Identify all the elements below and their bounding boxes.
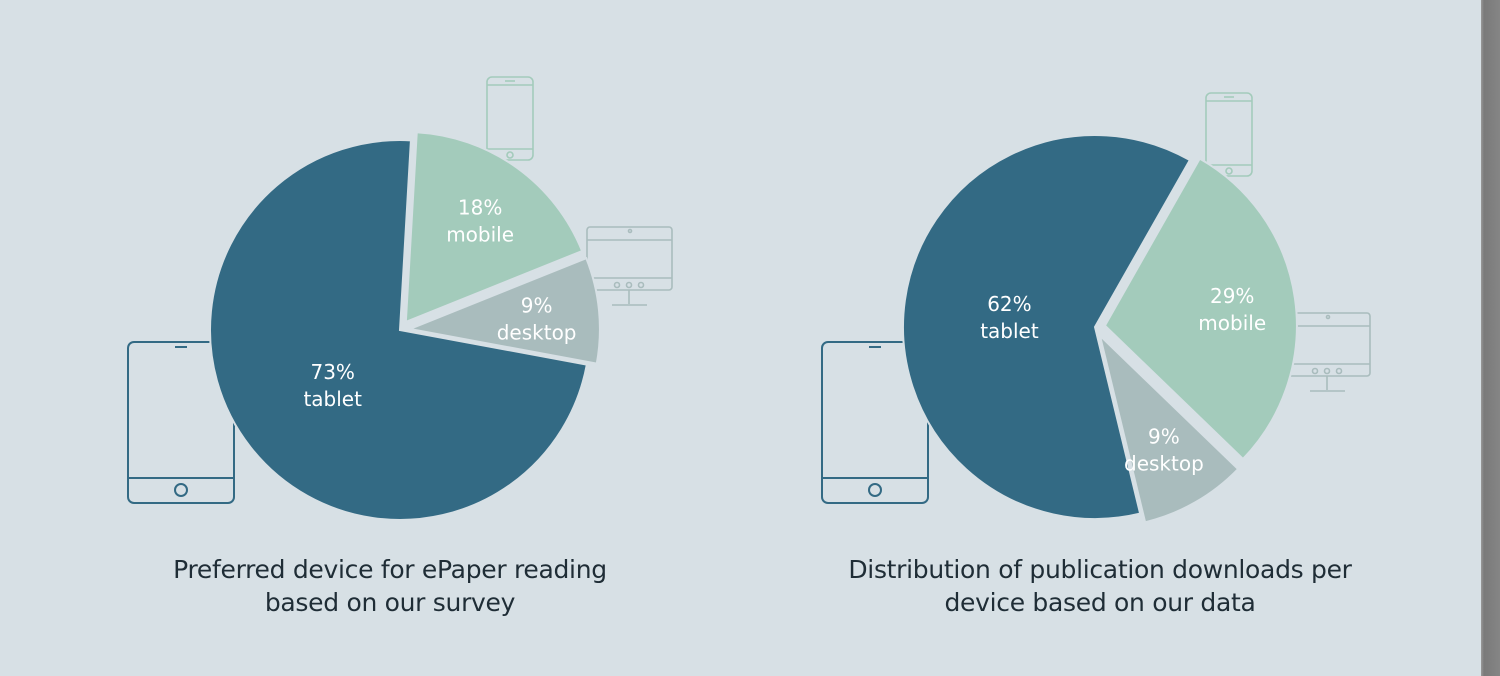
slice-category-label-mobile: mobile	[446, 223, 514, 247]
pie-slice-desktop	[1098, 332, 1240, 524]
smartphone-icon	[1205, 92, 1253, 177]
chart-caption: Distribution of publication downloads pe…	[800, 553, 1400, 619]
slice-category-label-mobile: mobile	[1198, 311, 1266, 335]
pie-chart-survey-svg: 18% mobile 9% desktop 73% tablet	[127, 76, 673, 521]
slice-value-label-desktop: 9%	[521, 293, 553, 317]
pie-chart-downloads: 29% mobile 9% desktop 62% tablet Distribution…	[750, 0, 1450, 676]
pie-slice-labels: 29% mobile 9% desktop 62% tablet	[980, 284, 1266, 475]
slice-value-label-mobile: 18%	[458, 196, 502, 220]
slice-category-label-tablet: tablet	[303, 387, 362, 411]
pie-slice-mobile	[1103, 157, 1298, 461]
desktop-monitor-icon	[586, 226, 673, 306]
pie-slices	[209, 131, 601, 521]
smartphone-icon	[486, 76, 534, 161]
slice-category-label-desktop: desktop	[497, 320, 577, 344]
pie-chart-survey: 18% mobile 9% desktop 73% tablet Preferred de…	[50, 0, 750, 676]
slice-category-label-desktop: desktop	[1124, 451, 1204, 475]
chart-caption-line-2: device based on our data	[944, 588, 1256, 617]
pie-chart-downloads-svg: 29% mobile 9% desktop 62% tablet	[821, 92, 1371, 524]
slice-value-label-tablet: 73%	[310, 360, 354, 384]
pie-slice-tablet	[902, 134, 1192, 520]
chart-caption-line-2: based on our survey	[264, 588, 516, 617]
slice-category-label-tablet: tablet	[980, 319, 1039, 343]
chart-caption: Preferred device for ePaper reading base…	[90, 553, 690, 619]
slice-value-label-mobile: 29%	[1210, 284, 1254, 308]
pie-slice-mobile	[404, 131, 584, 324]
chart-caption-line-1: Preferred device for ePaper reading	[173, 555, 607, 584]
slice-value-label-desktop: 9%	[1148, 424, 1180, 448]
pie-slice-tablet	[209, 139, 588, 521]
page-edge-scrollbar	[1481, 0, 1500, 676]
pie-slices	[902, 134, 1298, 524]
pie-slice-labels: 18% mobile 9% desktop 73% tablet	[303, 196, 576, 411]
pie-slice-desktop	[406, 256, 601, 365]
chart-caption-line-1: Distribution of publication downloads pe…	[848, 555, 1352, 584]
slice-value-label-tablet: 62%	[987, 292, 1031, 316]
